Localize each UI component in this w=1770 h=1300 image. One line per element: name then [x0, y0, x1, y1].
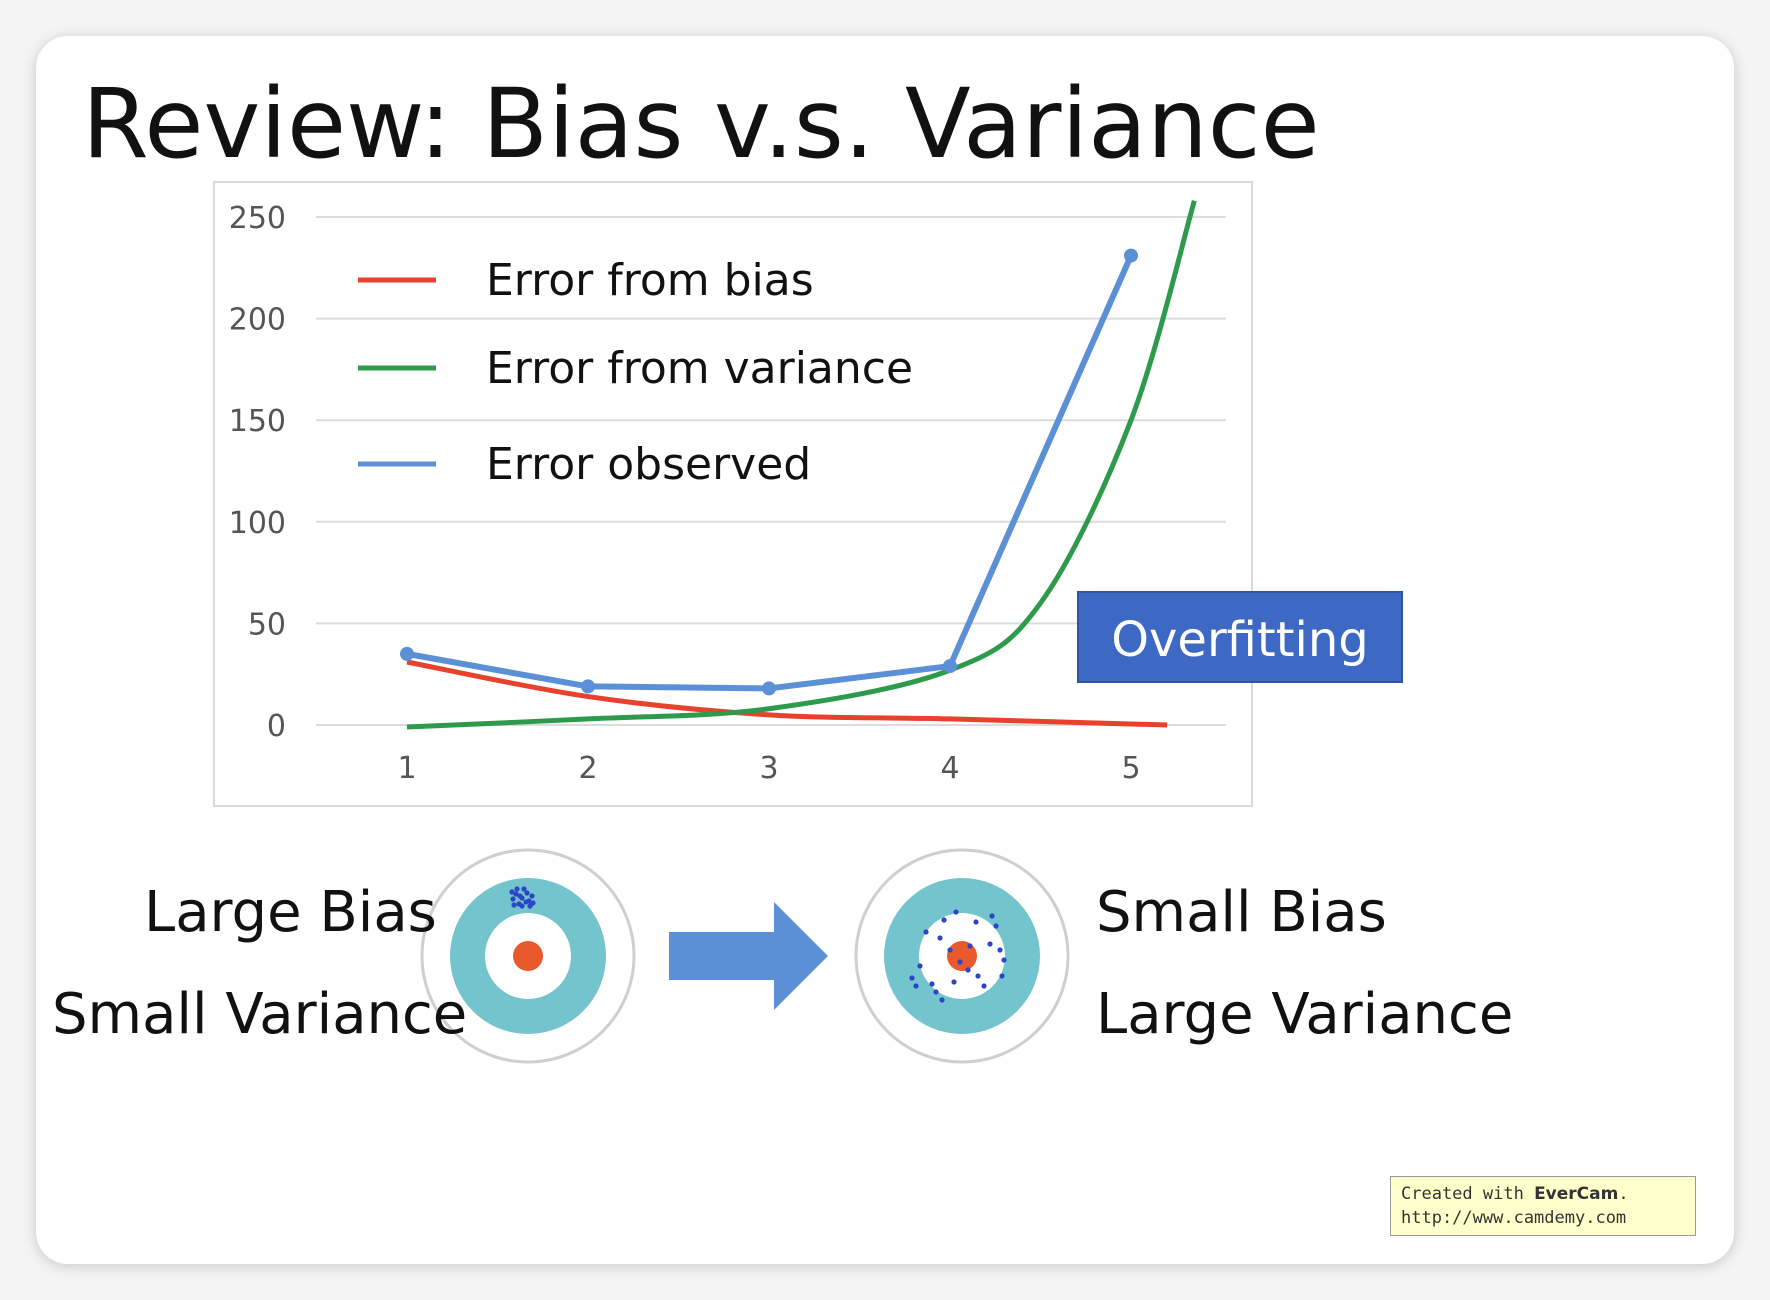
watermark-brand: EverCam — [1534, 1184, 1619, 1204]
dot — [993, 923, 999, 929]
overfitting-callout: Overfitting — [1077, 591, 1403, 683]
dot — [909, 975, 915, 981]
data-point — [943, 659, 957, 674]
dot — [514, 886, 520, 892]
data-point — [1124, 248, 1138, 263]
dot — [1001, 957, 1007, 963]
right-arrow-icon — [669, 902, 828, 1010]
y-tick-label: 250 — [229, 201, 286, 236]
x-tick-label: 5 — [1121, 751, 1140, 786]
data-point — [762, 681, 776, 696]
dot — [939, 997, 945, 1003]
dot — [923, 929, 929, 935]
dot — [509, 889, 515, 895]
y-tick-label: 100 — [229, 506, 286, 541]
x-tick-label: 3 — [759, 751, 778, 786]
x-tick-label: 1 — [397, 751, 416, 786]
slide: Review: Bias v.s. Variance 250 200 150 100 5… — [36, 36, 1734, 1264]
dot — [999, 973, 1005, 979]
data-point — [400, 646, 414, 661]
dot — [957, 959, 963, 965]
legend-variance: Error from variance — [358, 343, 913, 394]
chart-canvas: 250 200 150 100 50 0 1 2 3 4 5 Error from bias Error… — [213, 181, 1403, 1064]
watermark-prefix: Created with — [1401, 1184, 1535, 1204]
dot — [510, 896, 516, 902]
dot — [997, 947, 1003, 953]
dot — [511, 902, 517, 908]
target-low-variance — [420, 848, 636, 1064]
legend-label: Error from bias — [486, 255, 814, 306]
label-large-bias: Large Bias — [144, 880, 437, 945]
legend-label: Error observed — [486, 439, 811, 490]
dot — [981, 983, 987, 989]
y-tick-label: 200 — [229, 303, 286, 338]
dot — [929, 981, 935, 987]
chart-frame — [213, 181, 1253, 807]
dot — [933, 989, 939, 995]
dot — [913, 983, 919, 989]
x-tick-label: 2 — [578, 751, 597, 786]
dot — [917, 963, 923, 969]
label-large-variance: Large Variance — [1096, 982, 1514, 1047]
legend-observed: Error observed — [358, 439, 811, 490]
dot — [519, 903, 525, 909]
dot — [951, 979, 957, 985]
dot — [941, 917, 947, 923]
target-high-variance — [854, 848, 1070, 1064]
dot — [524, 890, 530, 896]
bullseye — [513, 941, 543, 971]
watermark-suffix: . — [1618, 1184, 1629, 1204]
dot — [987, 941, 993, 947]
legend-bias: Error from bias — [358, 255, 814, 306]
dot — [937, 935, 943, 941]
dot — [965, 967, 971, 973]
series-error-from-bias — [406, 659, 1168, 728]
dot — [517, 893, 523, 899]
x-tick-label: 4 — [940, 751, 959, 786]
page-title: Review: Bias v.s. Variance — [82, 68, 1320, 180]
callout-box — [1077, 591, 1403, 683]
label-small-variance: Small Variance — [52, 982, 468, 1047]
y-tick-label: 50 — [248, 607, 286, 642]
dot — [523, 899, 529, 905]
dot — [973, 919, 979, 925]
label-small-bias: Small Bias — [1096, 880, 1387, 945]
evercam-watermark[interactable]: Created with EverCam. http://www.camdemy… — [1390, 1176, 1696, 1236]
dot — [521, 886, 527, 892]
dot — [513, 891, 519, 897]
y-tick-label: 150 — [229, 404, 286, 439]
dot — [529, 893, 535, 899]
dot — [947, 947, 953, 953]
dot — [953, 909, 959, 915]
watermark-url: http://www.camdemy.com — [1401, 1208, 1627, 1228]
data-point — [581, 679, 595, 694]
legend-label: Error from variance — [486, 343, 913, 394]
y-tick-label: 0 — [267, 709, 286, 744]
dot — [967, 943, 973, 949]
dot — [530, 900, 536, 906]
dot — [989, 913, 995, 919]
dot — [975, 973, 981, 979]
callout-text: Overfitting — [1111, 612, 1369, 668]
